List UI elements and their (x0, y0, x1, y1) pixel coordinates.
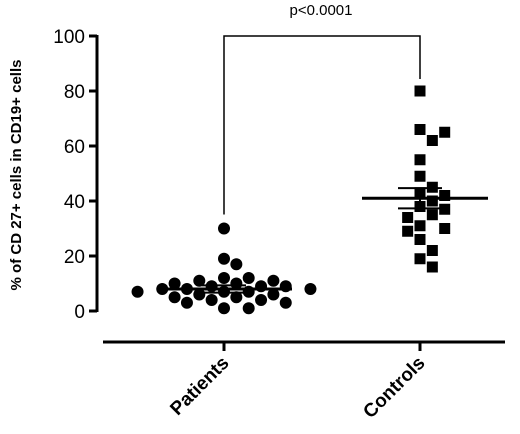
patient-point (218, 252, 230, 265)
patient-point (193, 288, 206, 301)
patient-point (267, 274, 280, 287)
patient-point (218, 222, 230, 235)
y-axis: 0 20 40 60 80 100 (53, 27, 99, 323)
control-point (414, 124, 426, 135)
control-point (414, 234, 426, 245)
control-point (414, 170, 426, 182)
patient-point (230, 258, 243, 271)
patient-point (242, 302, 255, 315)
control-point (426, 261, 438, 273)
patient-point (218, 272, 230, 284)
y-tick-label: 20 (64, 247, 85, 268)
control-point (439, 190, 451, 201)
x-category-label: Patients (166, 353, 233, 420)
control-point (439, 223, 451, 234)
y-tick-label: 60 (64, 137, 85, 158)
data-points (131, 85, 451, 315)
control-point (426, 135, 438, 146)
significance-bracket (223, 35, 421, 215)
control-point (439, 126, 451, 138)
y-tick-label: 80 (64, 82, 85, 103)
patient-point (255, 294, 268, 306)
control-point (414, 85, 426, 97)
p-value-label: p<0.0001 (290, 2, 353, 19)
patient-point (168, 291, 181, 304)
patient-point (156, 283, 169, 295)
patient-point (267, 288, 280, 301)
control-point (426, 195, 438, 207)
control-point (414, 220, 426, 232)
patient-point (242, 272, 255, 284)
bracket-line (223, 35, 421, 215)
x-category-label: Controls (359, 353, 429, 423)
y-tick-label: 40 (64, 192, 85, 213)
patient-point (218, 302, 230, 315)
patient-point (205, 294, 218, 306)
patient-point (193, 274, 206, 287)
y-axis-title: % of CD 27+ cells in CD19+ cells (8, 60, 25, 291)
x-axis: Patients Controls (103, 340, 505, 423)
mean-sem-bars (166, 187, 488, 294)
control-point (402, 225, 414, 237)
patient-point (230, 291, 243, 304)
control-point (414, 154, 426, 166)
control-point (414, 253, 426, 265)
patient-point (230, 277, 243, 290)
control-point (426, 209, 438, 221)
y-tick-label: 100 (53, 27, 85, 48)
control-point (439, 203, 451, 215)
control-point (402, 212, 414, 223)
patient-point (131, 285, 144, 298)
control-point (426, 245, 438, 256)
patient-point (304, 283, 317, 295)
patient-point (168, 277, 181, 290)
patient-point (180, 296, 193, 309)
y-tick-label: 0 (74, 302, 85, 323)
patient-point (279, 296, 292, 309)
